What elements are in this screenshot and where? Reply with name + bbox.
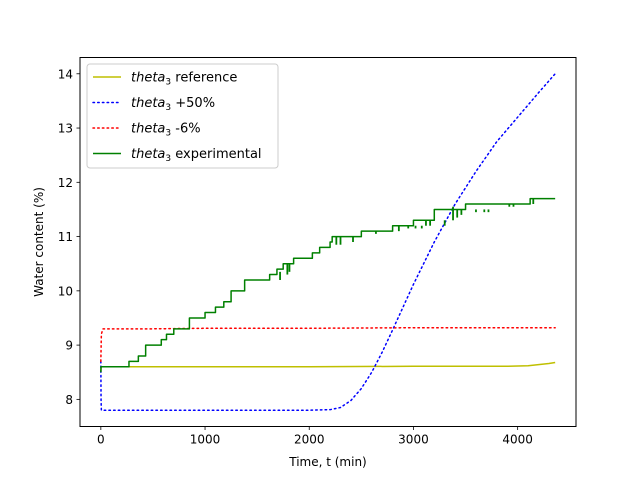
legend-label-2: theta3 -6% [131, 122, 201, 139]
legend: theta3 reference theta3 +50% theta3 -6% the… [86, 63, 279, 169]
legend-label-0: theta3 reference [131, 71, 237, 88]
legend-box [86, 63, 279, 169]
x-tick-label: 0 [97, 433, 105, 447]
series-line-0 [100, 361, 556, 373]
plot-marks [100, 73, 556, 411]
x-tick-label: 3000 [398, 433, 429, 447]
series-line-2 [100, 326, 556, 363]
x-tick-label: 1000 [190, 433, 221, 447]
y-tick-label: 14 [58, 67, 73, 81]
x-tick-label: 4000 [502, 433, 533, 447]
axes-frame [79, 57, 577, 427]
axis-ticks: 0 1000 2000 3000 4000 8 9 10 11 12 13 14 [58, 67, 533, 446]
y-tick-label: 12 [58, 176, 73, 190]
y-axis-label: Water content (%) [32, 187, 46, 297]
legend-label-1: theta3 +50% [131, 96, 215, 113]
y-tick-label: 8 [65, 393, 73, 407]
x-axis-label: Time, t (min) [288, 455, 367, 469]
y-tick-label: 11 [58, 230, 73, 244]
y-tick-label: 13 [58, 122, 73, 136]
y-tick-label: 9 [65, 339, 73, 353]
series-line-1 [100, 73, 556, 411]
series-line-3 [100, 197, 556, 373]
x-tick-label: 2000 [294, 433, 325, 447]
y-tick-label: 10 [58, 284, 73, 298]
legend-label-3: theta3 experimental [131, 147, 262, 164]
